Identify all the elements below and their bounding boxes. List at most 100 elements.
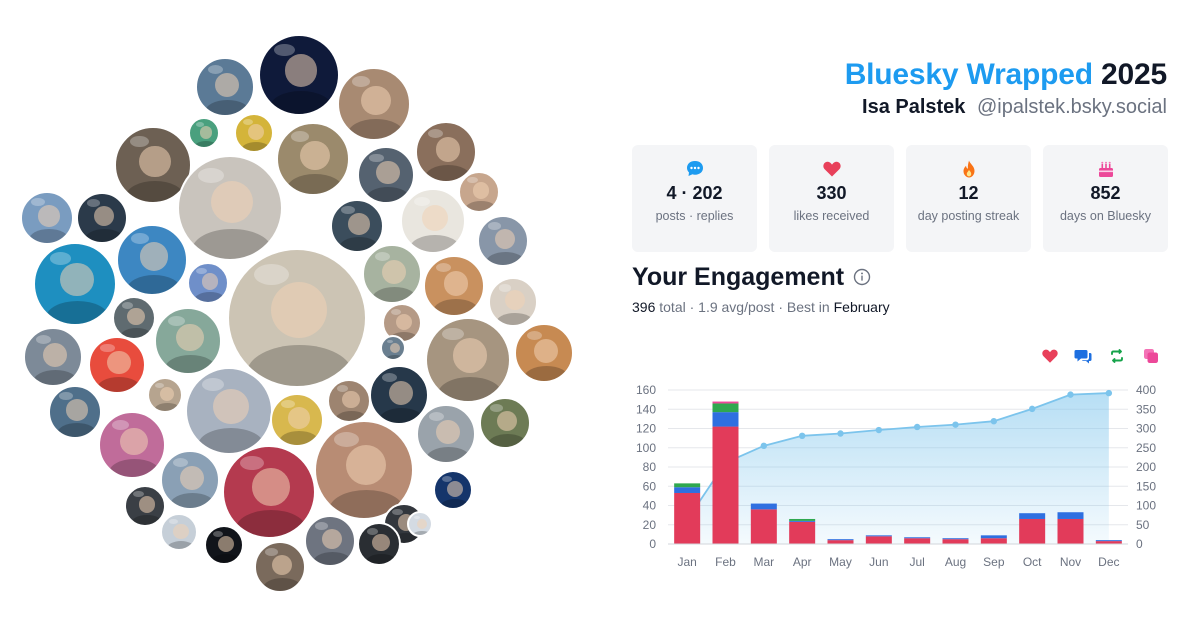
avatar-53[interactable] — [254, 541, 306, 593]
avatar-14[interactable] — [400, 188, 466, 254]
avatar-50[interactable] — [304, 515, 356, 567]
bar-segment — [1057, 518, 1084, 544]
info-icon[interactable] — [853, 268, 871, 286]
avatar-4[interactable] — [114, 126, 192, 204]
y-tick-right-label: 150 — [1136, 479, 1156, 493]
avatar-48[interactable] — [160, 513, 198, 551]
avatar-35[interactable] — [270, 393, 324, 447]
avatar-32[interactable] — [514, 323, 574, 383]
avatar-46[interactable] — [124, 485, 166, 527]
avatar-39[interactable] — [479, 397, 531, 449]
stat-label: day posting streak — [917, 209, 1020, 223]
y-tick-left-label: 100 — [636, 441, 656, 455]
bar-segment — [712, 403, 739, 413]
avatar-37[interactable] — [369, 365, 429, 425]
y-tick-right-label: 350 — [1136, 402, 1156, 416]
avatar-40[interactable] — [48, 385, 102, 439]
avatar-1[interactable] — [195, 57, 255, 117]
area-point — [760, 442, 768, 450]
avatar-23[interactable] — [362, 244, 422, 304]
avatar-16[interactable] — [477, 215, 529, 267]
total-value: 396 — [632, 299, 656, 315]
avatar-30[interactable] — [23, 327, 83, 387]
user-identity: Isa Palstek @ipalstek.bsky.social — [862, 96, 1167, 119]
avatar-41[interactable] — [98, 411, 166, 479]
y-tick-right-label: 250 — [1136, 441, 1156, 455]
bar-segment — [789, 520, 816, 522]
avatar-28[interactable] — [380, 335, 406, 361]
avatar-25[interactable] — [488, 277, 538, 327]
area-point — [952, 421, 959, 428]
avatar-51[interactable] — [357, 522, 401, 566]
avatar-31[interactable] — [425, 317, 511, 403]
x-tick-label: Aug — [945, 555, 966, 569]
avatar-12[interactable] — [177, 155, 283, 261]
engagement-summary: 396 total · 1.9 avg/post · Best in Febru… — [632, 299, 890, 315]
quotes-legend-quote-icon[interactable] — [1142, 347, 1160, 365]
cake-icon — [1098, 161, 1113, 177]
avatar-10[interactable] — [20, 191, 74, 245]
avatar-9[interactable] — [415, 121, 477, 183]
bar-segment — [1057, 512, 1084, 519]
flame-icon — [963, 160, 974, 178]
area-point — [1028, 405, 1036, 413]
bar-segment — [712, 401, 739, 404]
avatar-26[interactable] — [154, 307, 222, 375]
total-label: total — [659, 299, 686, 315]
replies-legend-reply-icon[interactable] — [1074, 347, 1092, 365]
y-axis-right: 0 50 100 150 200 250 300 350 400 — [1136, 383, 1156, 551]
bar-segment — [750, 503, 777, 510]
bar-segment — [942, 539, 969, 544]
avatar-3[interactable] — [337, 67, 411, 141]
y-tick-left-label: 140 — [636, 402, 656, 416]
area-point — [1105, 389, 1113, 397]
avatar-29[interactable] — [88, 336, 146, 394]
avatar-49[interactable] — [204, 525, 244, 565]
bar-segment — [674, 492, 701, 544]
x-tick-label: Nov — [1060, 555, 1081, 569]
x-tick-label: Feb — [715, 555, 736, 569]
avatar-15[interactable] — [458, 171, 500, 213]
bar-segment — [674, 487, 701, 493]
bar-segment — [789, 521, 816, 544]
avatar-45[interactable] — [433, 470, 473, 510]
avatar-38[interactable] — [416, 404, 476, 464]
avatar-24[interactable] — [423, 255, 485, 317]
avatar-42[interactable] — [160, 450, 220, 510]
reposts-legend-repost-icon[interactable] — [1108, 347, 1126, 365]
bar-segment — [1019, 513, 1046, 519]
user-handle: @ipalstek.bsky.social — [977, 96, 1167, 118]
best-month: February — [833, 299, 890, 315]
avatar-17[interactable] — [116, 224, 188, 296]
avatar-33[interactable] — [147, 377, 183, 413]
avatar-11[interactable] — [76, 192, 128, 244]
bar-segment — [865, 536, 892, 544]
stat-card-likes: 330 likes received — [769, 145, 894, 252]
area-point — [798, 432, 806, 440]
stat-label: likes received — [793, 209, 870, 223]
avatar-18[interactable] — [33, 242, 117, 326]
avatar-6[interactable] — [234, 113, 274, 153]
avatar-22[interactable] — [227, 248, 367, 388]
area-fill — [687, 393, 1109, 544]
engagement-title: Your Engagement — [632, 263, 845, 291]
y-tick-right-label: 100 — [1136, 499, 1156, 513]
cumulative-area — [683, 389, 1113, 544]
brand-title: Bluesky Wrapped — [844, 58, 1093, 91]
avatar-52[interactable] — [407, 511, 433, 537]
stat-card-posts: 4 · 202 posts · replies — [632, 145, 757, 252]
avatar-34[interactable] — [185, 367, 273, 455]
avatar-2[interactable] — [258, 34, 340, 116]
avatar-19[interactable] — [187, 262, 229, 304]
avatar-7[interactable] — [276, 122, 350, 196]
bar-segment — [865, 535, 892, 537]
chart-bars — [674, 401, 1122, 544]
avatar-5[interactable] — [188, 117, 220, 149]
avatar-13[interactable] — [330, 199, 384, 253]
avatar-8[interactable] — [357, 146, 415, 204]
avatar-43[interactable] — [222, 445, 316, 539]
bar-segment — [712, 426, 739, 544]
avatar-20[interactable] — [112, 296, 156, 340]
likes-legend-heart-icon[interactable] — [1041, 347, 1059, 365]
avatar-36[interactable] — [327, 379, 371, 423]
